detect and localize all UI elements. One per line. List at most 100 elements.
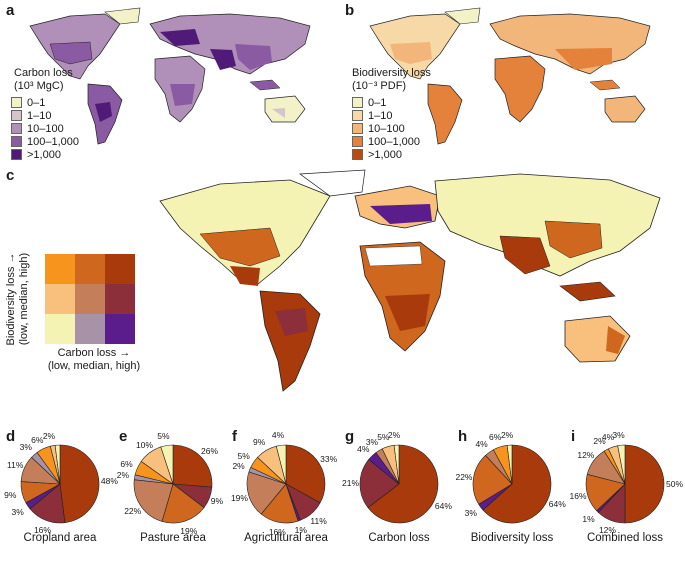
- legend-label: 1–10: [27, 109, 52, 122]
- legend-label: >1,000: [368, 148, 402, 161]
- pie-caption: Combined loss: [586, 532, 664, 544]
- bivariate-cell: [45, 254, 75, 284]
- pie-percent-label: 9%: [4, 489, 17, 500]
- bivariate-cell: [75, 314, 105, 344]
- pie-caption: Biodiversity loss: [470, 532, 554, 544]
- legend-biodiversity: 0–1 1–10 10–100 100–1,000 >1,000: [352, 96, 420, 161]
- pie-percent-label: 5%: [237, 451, 250, 462]
- bivariate-cell: [45, 314, 75, 344]
- pie-slice: [506, 444, 513, 485]
- pie-slice: [275, 444, 287, 485]
- pie-percent-label: 3%: [11, 506, 24, 517]
- legend-label: 100–1,000: [368, 135, 420, 148]
- legend-swatch: [11, 149, 22, 160]
- pie-slice: [472, 454, 513, 505]
- pie-percent-label: 4%: [271, 430, 285, 441]
- world-map-biodiversity-loss: [369, 7, 651, 145]
- legend-swatch: [11, 110, 22, 121]
- legend-label: 10–100: [27, 122, 64, 135]
- pie-percent-label: 33%: [320, 454, 338, 465]
- pie-percent-label: 2%: [116, 470, 130, 481]
- pie-chart-e: [133, 444, 213, 524]
- pie-percent-label: 64%: [434, 500, 452, 511]
- legend-item: 1–10: [11, 109, 79, 122]
- world-map-combined-loss: [159, 169, 661, 392]
- legend-label: 1–10: [368, 109, 393, 122]
- legend-label: 100–1,000: [27, 135, 79, 148]
- pie-slice: [246, 471, 287, 515]
- pie-percent-label: 12%: [577, 450, 595, 461]
- pie-percent-label: 5%: [377, 431, 390, 442]
- pie-percent-label: 16%: [268, 527, 286, 538]
- panel-letter-h: h: [458, 428, 468, 445]
- pie-slice: [54, 444, 61, 485]
- pie-percent-label: 3%: [365, 436, 379, 447]
- legend-item: 10–100: [11, 122, 79, 135]
- pie-percent-label: 6%: [489, 432, 502, 443]
- pie-percent-label: 10%: [135, 439, 153, 450]
- pie-percent-label: 9%: [210, 496, 224, 507]
- legend-item: 10–100: [352, 122, 420, 135]
- pie-percent-label: 64%: [548, 498, 566, 509]
- pie-percent-label: 1%: [294, 525, 307, 536]
- pie-slice: [172, 444, 213, 488]
- pie-slice: [367, 444, 439, 524]
- pie-chart-g: [359, 444, 439, 524]
- pie-percent-label: 2%: [593, 436, 606, 447]
- bivariate-cell: [105, 254, 135, 284]
- pie-percent-label: 5%: [157, 430, 170, 441]
- pie-percent-label: 50%: [666, 479, 684, 489]
- pie-percent-label: 4%: [601, 432, 615, 443]
- pie-percent-label: 16%: [33, 524, 51, 535]
- pie-percent-label: 19%: [180, 525, 198, 536]
- pie-percent-label: 9%: [253, 436, 266, 447]
- bivariate-cell: [75, 284, 105, 314]
- legend-swatch: [11, 136, 22, 147]
- legend-item: >1,000: [11, 148, 79, 161]
- bivariate-cell: [45, 284, 75, 314]
- pie-percent-label: 22%: [455, 472, 473, 483]
- panel-letter-d: d: [6, 428, 16, 445]
- legend-swatch: [352, 97, 363, 108]
- panel-letter-i: i: [571, 428, 576, 445]
- pie-chart-h: [472, 444, 552, 524]
- pie-percent-label: 6%: [120, 458, 133, 469]
- legend-title-biodiversity: Biodiversity loss (10⁻³ PDF): [352, 67, 431, 92]
- pie-percent-label: 4%: [475, 439, 488, 450]
- pie-caption: Pasture area: [140, 532, 206, 544]
- legend-label: 0–1: [368, 96, 387, 109]
- pie-slice: [482, 444, 552, 524]
- bivariate-y-axis-label: Biodiversity loss → (low, median, high): [5, 252, 30, 346]
- pie-slice: [393, 444, 400, 485]
- legend-swatch: [352, 149, 363, 160]
- pie-slice: [624, 444, 665, 524]
- bivariate-x-axis-label: Carbon loss → (low, median, high): [47, 347, 141, 372]
- pie-percent-label: 12%: [598, 524, 616, 535]
- pie-percent-label: 3%: [464, 508, 477, 519]
- pie-percent-label: 16%: [569, 491, 587, 502]
- pie-percent-label: 2%: [42, 430, 56, 441]
- pie-percent-label: 2%: [387, 430, 401, 441]
- pie-percent-label: 2%: [500, 430, 514, 441]
- pie-percent-label: 3%: [612, 430, 625, 441]
- pie-percent-label: 1%: [582, 513, 595, 524]
- legend-item: 0–1: [352, 96, 420, 109]
- pie-percent-label: 48%: [100, 475, 118, 486]
- pie-percent-label: 4%: [357, 443, 370, 454]
- pie-percent-label: 6%: [31, 434, 44, 445]
- legend-label: 10–100: [368, 122, 405, 135]
- legend-carbon: 0–1 1–10 10–100 100–1,000 >1,000: [11, 96, 79, 161]
- pie-slice: [160, 444, 174, 485]
- pie-percent-label: 11%: [7, 459, 24, 470]
- legend-item: >1,000: [352, 148, 420, 161]
- legend-label: 0–1: [27, 96, 46, 109]
- pie-slice: [617, 444, 626, 485]
- legend-item: 100–1,000: [11, 135, 79, 148]
- pie-slice: [161, 483, 205, 524]
- legend-swatch: [352, 136, 363, 147]
- legend-swatch: [352, 123, 363, 134]
- pie-slice: [133, 479, 174, 522]
- bivariate-cell: [105, 284, 135, 314]
- pie-slice: [285, 444, 326, 504]
- pie-chart-d: [20, 444, 100, 524]
